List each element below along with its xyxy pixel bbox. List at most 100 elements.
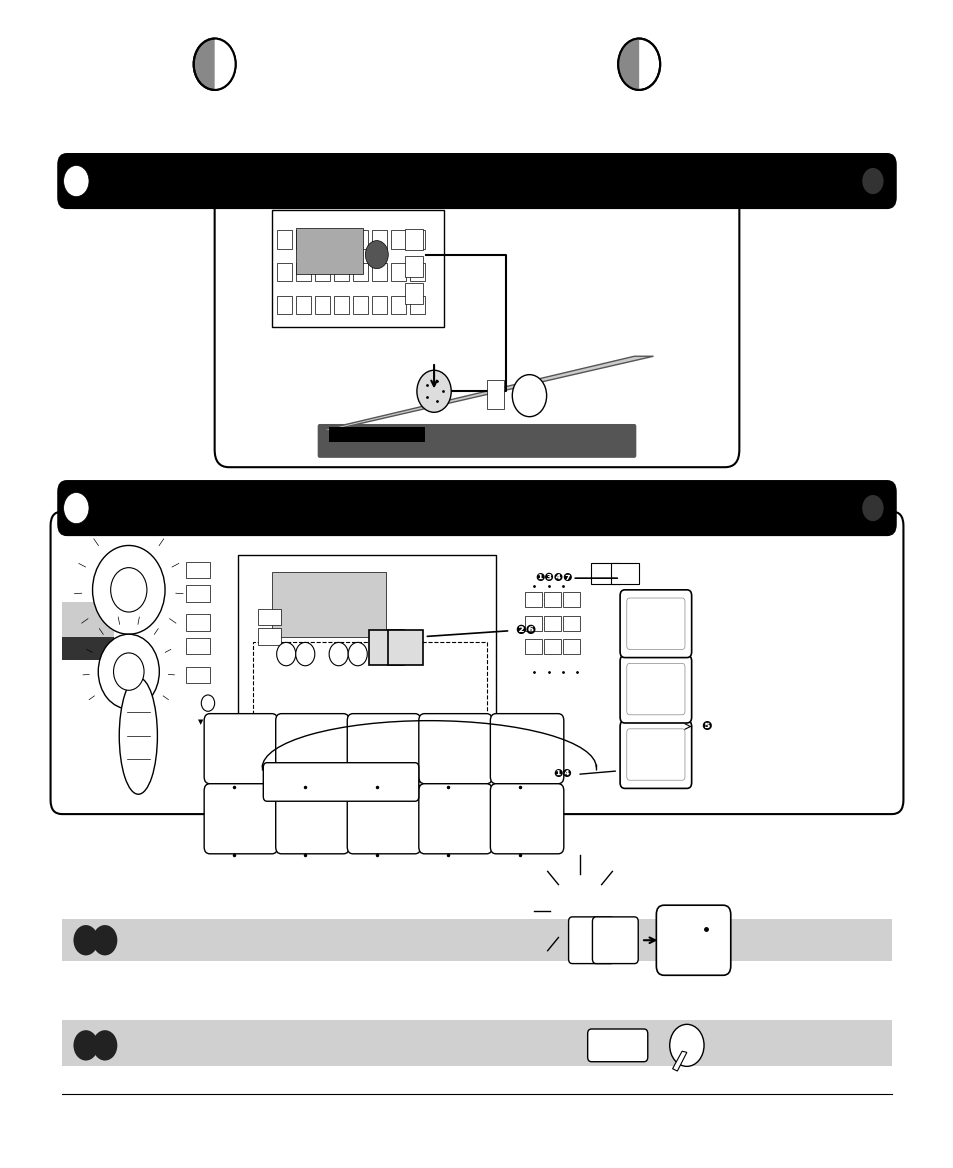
FancyBboxPatch shape <box>204 714 277 784</box>
Text: ❺: ❺ <box>700 719 711 734</box>
Bar <box>391 263 406 281</box>
FancyBboxPatch shape <box>57 480 896 536</box>
Wedge shape <box>618 39 639 90</box>
Bar <box>405 283 422 304</box>
Bar <box>62 919 891 961</box>
Circle shape <box>73 1030 98 1061</box>
Bar <box>272 210 443 327</box>
FancyBboxPatch shape <box>204 784 277 854</box>
FancyBboxPatch shape <box>626 663 684 715</box>
Circle shape <box>92 925 117 955</box>
FancyBboxPatch shape <box>619 590 691 658</box>
Bar <box>610 563 639 584</box>
Circle shape <box>113 653 144 690</box>
Bar <box>186 638 210 654</box>
Bar <box>562 639 579 654</box>
Polygon shape <box>672 1051 686 1071</box>
Bar <box>295 228 362 274</box>
Bar <box>272 572 386 637</box>
Circle shape <box>64 493 89 523</box>
Bar <box>372 230 387 249</box>
Bar <box>391 230 406 249</box>
Bar <box>543 592 560 607</box>
Text: ▼: ▼ <box>198 719 204 725</box>
Bar <box>410 296 425 314</box>
Bar <box>186 667 210 683</box>
Bar <box>295 230 311 249</box>
Bar <box>186 585 210 602</box>
Bar <box>334 296 349 314</box>
Bar <box>62 637 114 660</box>
Text: ❷❻: ❷❻ <box>515 624 536 638</box>
Text: ❶❸❹❼: ❶❸❹❼ <box>535 573 572 583</box>
FancyBboxPatch shape <box>490 784 563 854</box>
Bar <box>253 642 486 730</box>
FancyBboxPatch shape <box>214 181 739 467</box>
FancyBboxPatch shape <box>317 424 636 458</box>
Bar <box>276 230 292 249</box>
Wedge shape <box>214 39 235 90</box>
FancyBboxPatch shape <box>418 714 492 784</box>
Circle shape <box>276 642 295 666</box>
FancyBboxPatch shape <box>347 784 420 854</box>
Ellipse shape <box>119 677 157 794</box>
Bar <box>369 630 403 665</box>
FancyBboxPatch shape <box>263 763 418 801</box>
Bar <box>62 1020 891 1066</box>
Bar <box>524 639 541 654</box>
FancyBboxPatch shape <box>592 917 638 964</box>
Circle shape <box>193 39 235 90</box>
Bar <box>257 609 281 625</box>
FancyBboxPatch shape <box>619 655 691 723</box>
Bar <box>353 296 368 314</box>
Circle shape <box>295 642 314 666</box>
Circle shape <box>92 545 165 634</box>
Bar <box>186 562 210 578</box>
Bar <box>543 616 560 631</box>
Bar <box>372 296 387 314</box>
Bar <box>186 614 210 631</box>
Bar <box>372 263 387 281</box>
Circle shape <box>64 166 89 196</box>
Circle shape <box>329 642 348 666</box>
Bar <box>314 296 330 314</box>
FancyBboxPatch shape <box>587 1029 647 1062</box>
Bar <box>562 616 579 631</box>
Bar <box>238 555 496 736</box>
FancyBboxPatch shape <box>418 784 492 854</box>
Bar <box>405 256 422 277</box>
FancyBboxPatch shape <box>656 905 730 975</box>
Polygon shape <box>319 356 653 431</box>
Bar <box>276 263 292 281</box>
FancyBboxPatch shape <box>57 153 896 209</box>
Circle shape <box>618 39 659 90</box>
Bar <box>388 630 422 665</box>
Circle shape <box>201 695 214 711</box>
FancyBboxPatch shape <box>619 721 691 788</box>
Circle shape <box>416 370 451 412</box>
Bar <box>486 380 503 409</box>
Circle shape <box>73 925 98 955</box>
Bar <box>524 616 541 631</box>
Circle shape <box>92 1030 117 1061</box>
FancyBboxPatch shape <box>490 714 563 784</box>
Bar <box>334 263 349 281</box>
Circle shape <box>365 241 388 269</box>
Circle shape <box>111 568 147 612</box>
Circle shape <box>512 375 546 417</box>
FancyBboxPatch shape <box>275 784 349 854</box>
FancyBboxPatch shape <box>347 714 420 784</box>
Bar <box>562 592 579 607</box>
Bar <box>334 230 349 249</box>
Circle shape <box>669 1024 703 1066</box>
FancyBboxPatch shape <box>626 598 684 649</box>
Bar <box>257 628 281 645</box>
Circle shape <box>862 168 882 194</box>
Bar <box>543 639 560 654</box>
Bar <box>314 230 330 249</box>
Bar <box>391 296 406 314</box>
Bar <box>410 230 425 249</box>
Bar <box>353 263 368 281</box>
FancyBboxPatch shape <box>626 729 684 780</box>
Bar <box>314 263 330 281</box>
